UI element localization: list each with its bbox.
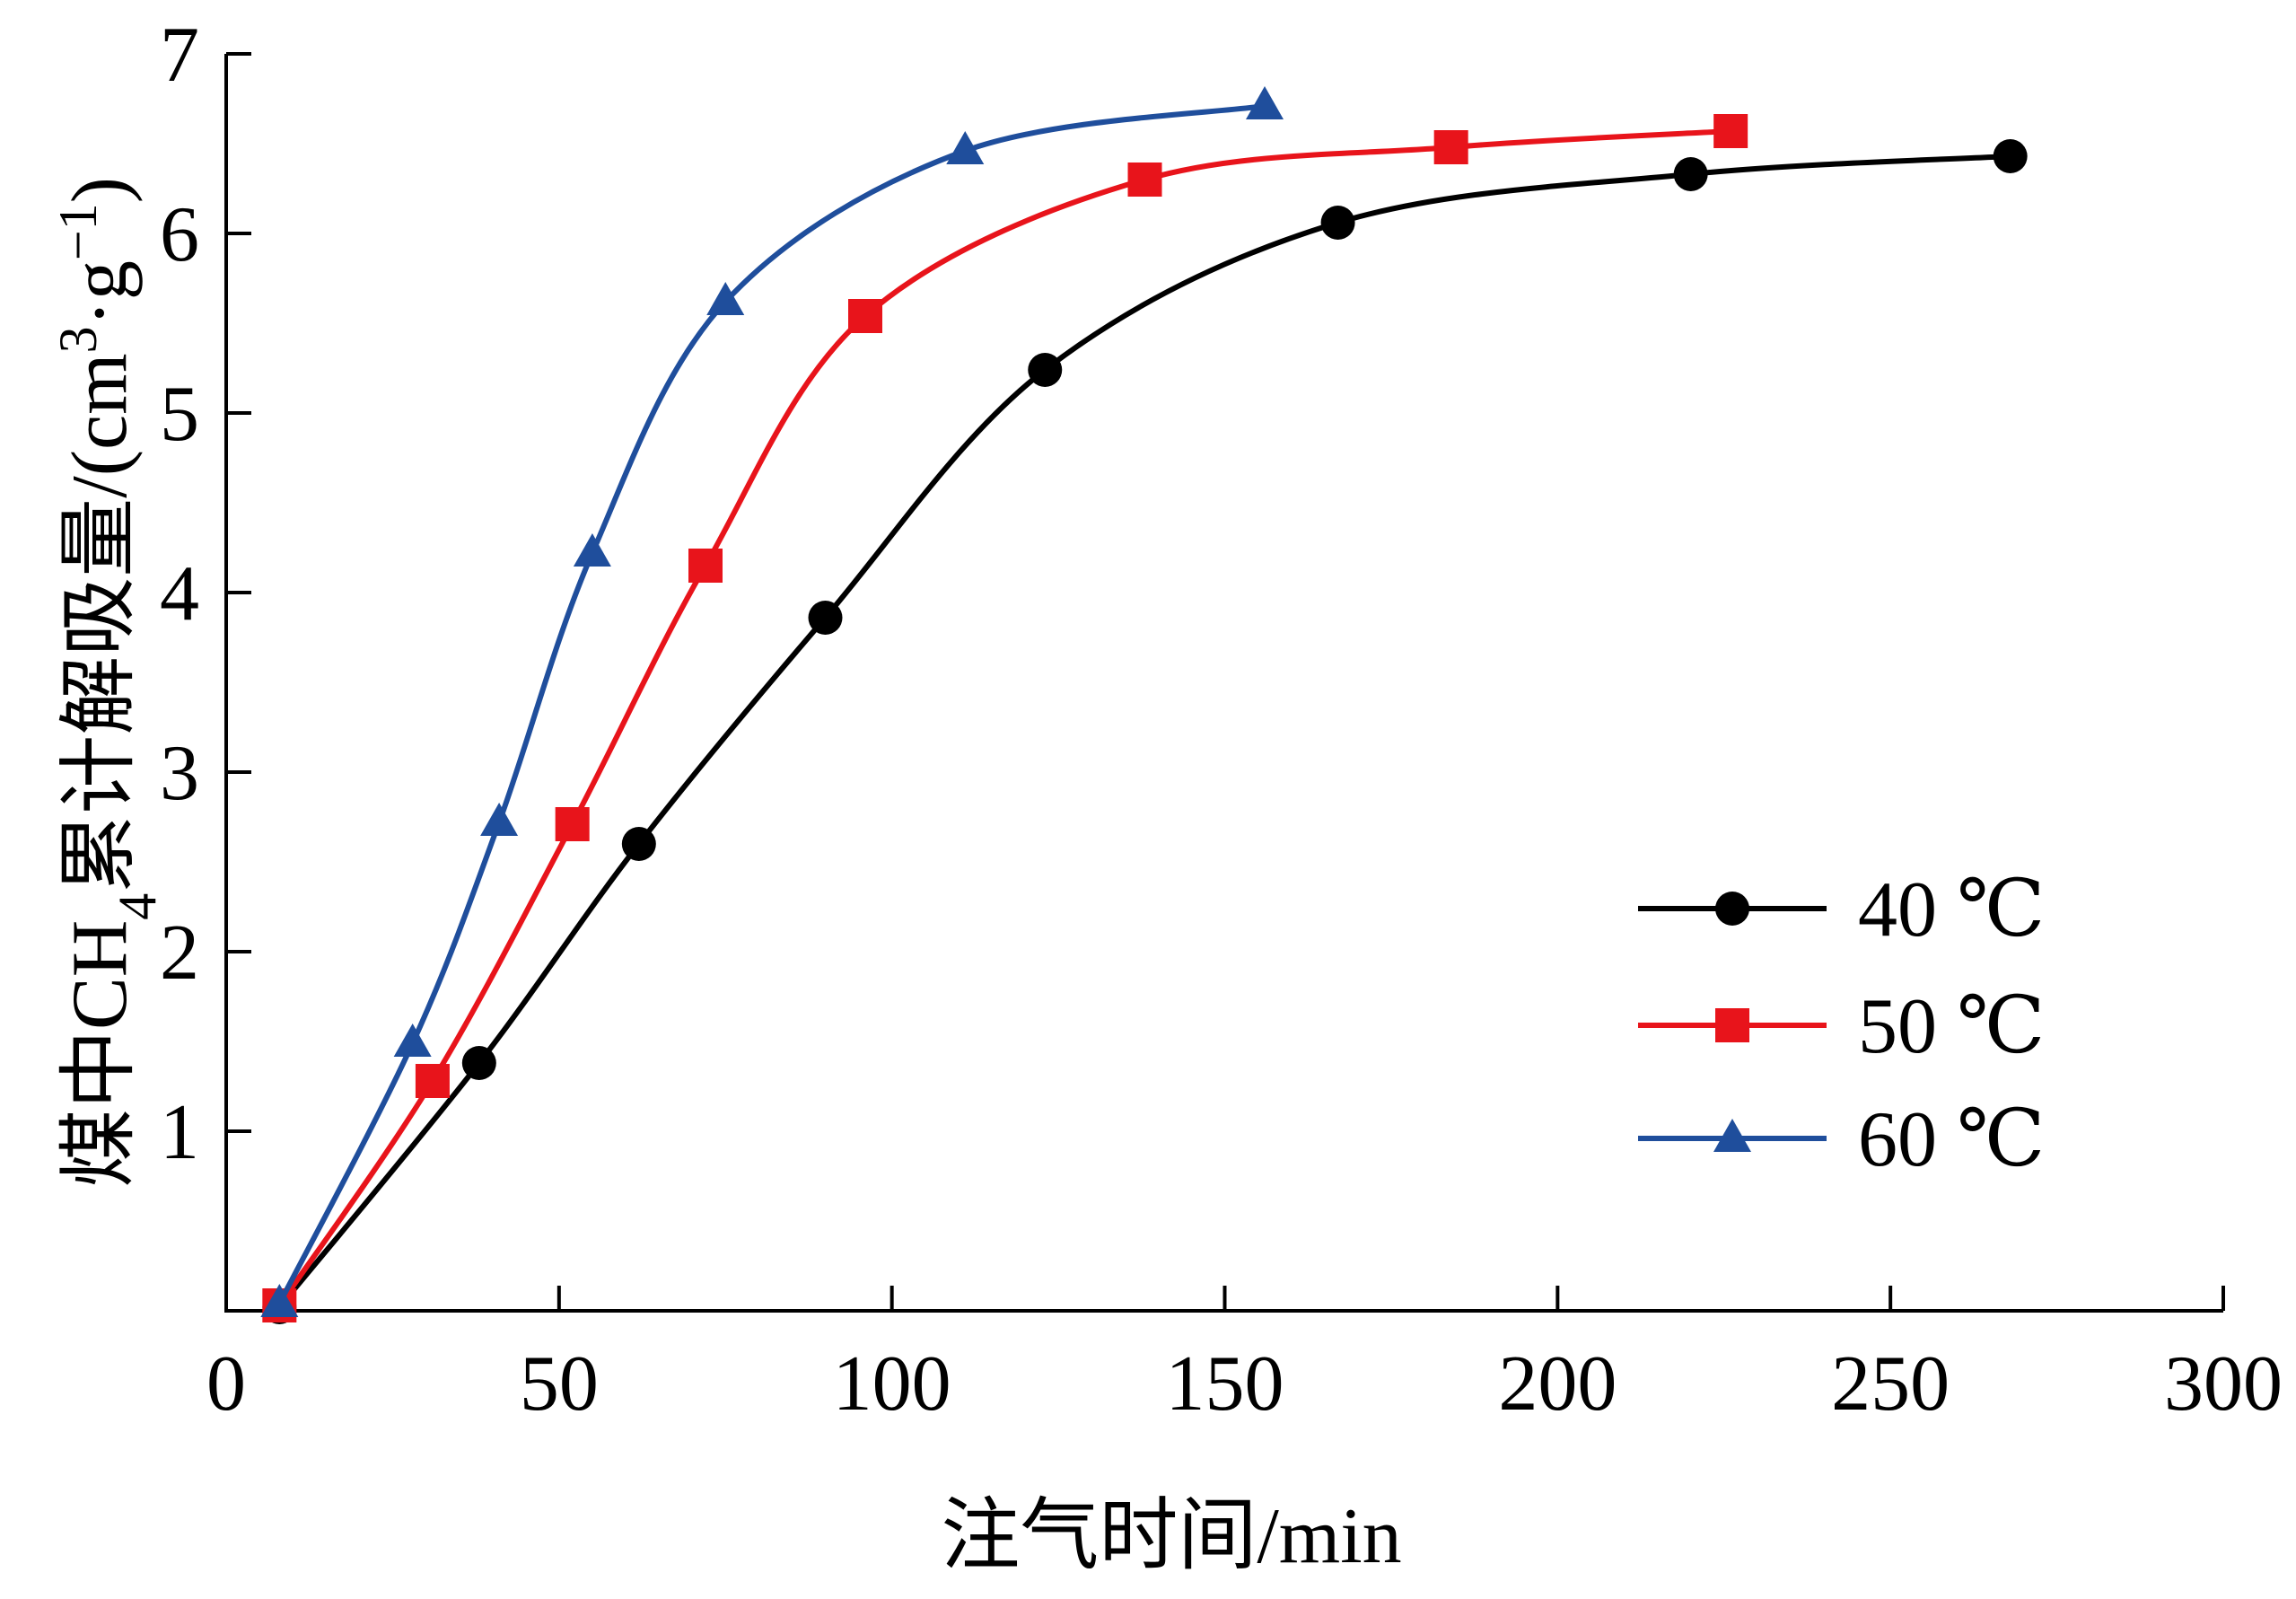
y-axis-title: 煤中CH4累计解吸量/(cm3·g−1) [48,177,167,1188]
data-point [1713,114,1748,148]
data-point [621,827,656,861]
data-point [946,131,985,164]
x-tick-label: 250 [1831,1340,1950,1428]
x-tick-label: 200 [1498,1340,1617,1428]
data-point [1127,163,1162,197]
x-tick-label: 150 [1166,1340,1284,1428]
x-tick-label: 50 [520,1340,599,1428]
y-tick-label: 5 [160,371,199,458]
data-point [555,807,590,841]
data-point [260,1284,299,1317]
legend: 40 ℃ 50 ℃ 60 ℃ [1638,866,2045,1183]
legend-item-50c: 50 ℃ [1638,983,2045,1070]
x-axis-title: 注气时间/min [941,1493,1401,1580]
ticks: 0 50 100 150 200 250 300 1 2 3 4 5 6 7 [160,12,2283,1428]
y-axis-title-subscript: 4 [108,893,167,920]
y-axis-title-superscript2: −1 [48,203,108,260]
series-line [276,128,1731,1307]
legend-item-40c: 40 ℃ [1638,866,2045,953]
data-point [848,299,882,333]
y-axis-title-suffix: ) [57,177,144,203]
legend-item-60c: 60 ℃ [1638,1096,2045,1183]
data-point [1673,157,1708,191]
y-axis-title-middle: 累计解吸量/(cm [57,353,144,892]
data-point [808,601,843,635]
data-point [1993,139,2028,173]
data-point [1320,206,1355,240]
data-point [1246,86,1284,119]
series-layer [260,86,2028,1324]
series-60c [260,86,1284,1317]
legend-marker-50c [1715,1008,1749,1042]
legend-marker-60c [1713,1119,1751,1152]
y-tick-label: 4 [160,550,199,637]
x-tick-label: 100 [833,1340,951,1428]
legend-label-40c: 40 ℃ [1858,866,2045,953]
series-50c [262,114,1748,1322]
data-point [1028,353,1063,387]
series-line [277,154,2011,1309]
y-axis-title-dot: ·g [57,260,144,326]
data-point [393,1024,432,1057]
data-point [461,1046,496,1080]
legend-marker-40c [1715,892,1749,926]
legend-label-60c: 60 ℃ [1858,1096,2045,1183]
y-tick-label: 6 [160,191,199,278]
y-tick-label: 7 [160,12,199,99]
data-point [706,282,745,315]
data-point [573,533,611,567]
y-axis-title-prefix: 煤中CH [57,920,144,1188]
data-point [415,1064,450,1098]
data-point [480,803,519,836]
y-tick-label: 2 [160,909,199,997]
x-tick-label: 0 [206,1340,246,1428]
data-point [688,549,723,583]
y-tick-label: 1 [160,1089,199,1176]
x-tick-label: 300 [2164,1340,2283,1428]
data-point [1433,130,1468,164]
y-tick-label: 3 [160,730,199,817]
legend-label-50c: 50 ℃ [1858,983,2045,1070]
y-axis-title-superscript1: 3 [48,326,108,353]
